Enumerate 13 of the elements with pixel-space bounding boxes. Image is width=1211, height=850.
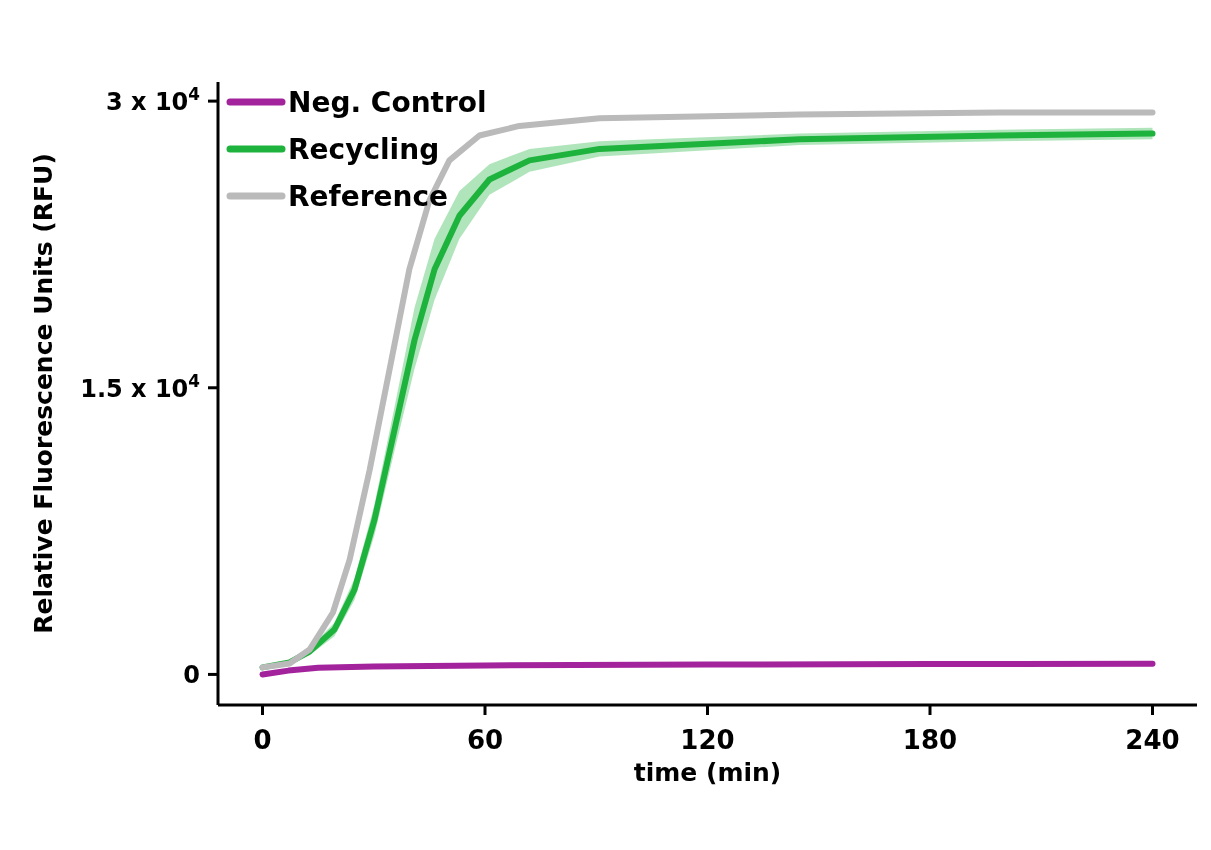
legend-label: Recycling: [288, 133, 440, 166]
x-tick-label: 0: [253, 725, 272, 755]
legend-label: Reference: [288, 180, 449, 213]
x-tick-label: 240: [1125, 725, 1180, 755]
y-tick-label: 3 x 10$^{4}$: [106, 84, 200, 117]
y-tick-label: 0: [183, 661, 200, 690]
y-axis-title: Relative Fluorescence Units (RFU): [29, 153, 58, 634]
x-tick-label: 120: [680, 725, 735, 755]
x-tick-label: 60: [466, 725, 504, 755]
x-tick-label: 180: [902, 725, 958, 755]
y-tick-label: 1.5 x 10$^{4}$: [80, 370, 200, 403]
x-axis-title: time (min): [633, 758, 782, 787]
legend-label: Neg. Control: [288, 86, 487, 119]
